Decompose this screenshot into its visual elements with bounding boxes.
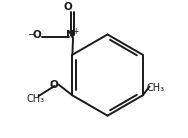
Text: N: N xyxy=(66,30,75,40)
Text: −: − xyxy=(28,30,36,40)
Text: +: + xyxy=(72,27,78,36)
Text: O: O xyxy=(50,80,58,90)
Text: O: O xyxy=(32,30,41,40)
Text: O: O xyxy=(63,2,72,12)
Text: CH₃: CH₃ xyxy=(146,83,165,93)
Text: CH₃: CH₃ xyxy=(26,94,44,104)
